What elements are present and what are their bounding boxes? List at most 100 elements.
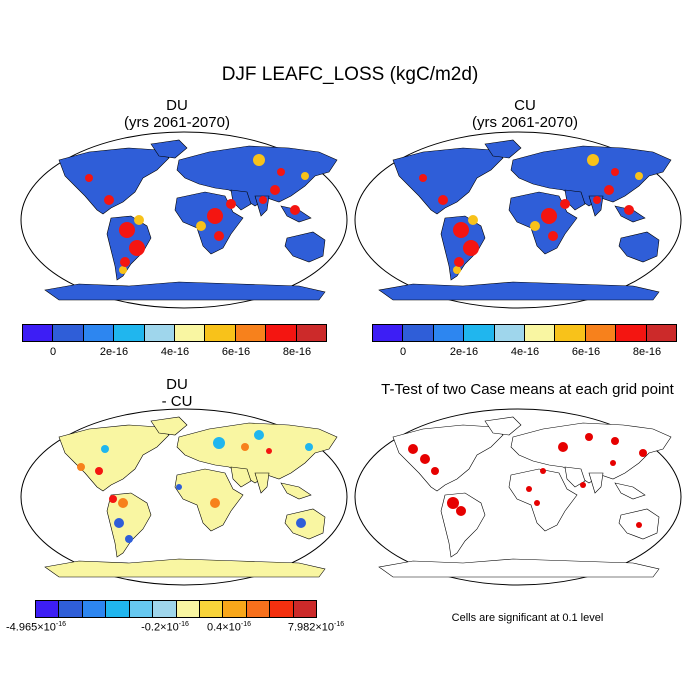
map-cell <box>611 437 619 445</box>
colorbar-swatch <box>270 601 294 617</box>
cu-title: CU <box>514 97 536 114</box>
india-landmass <box>254 472 270 494</box>
map-cell <box>114 518 124 528</box>
india-landmass <box>588 472 604 494</box>
ttest-title: T-Test of two Case means at each grid po… <box>381 381 674 398</box>
map-cell <box>134 215 144 225</box>
colorbar-swatch <box>464 325 495 341</box>
colorbar-swatch <box>53 325 84 341</box>
colorbar-swatch <box>646 325 677 341</box>
antarctica-landmass <box>44 558 326 578</box>
diff-tick-neg: -0.2×10-16 <box>141 621 189 634</box>
map-cell <box>635 172 643 180</box>
ttest-note: Cells are significant at 0.1 level <box>451 612 604 624</box>
map-cell <box>540 468 546 474</box>
du-subtitle: (yrs 2061-2070) <box>124 114 230 131</box>
map-cell <box>463 240 479 256</box>
colorbar-swatch <box>175 325 206 341</box>
southAmerica-landmass <box>106 492 152 558</box>
colorbar-swatch <box>235 325 267 341</box>
colorbar-swatch <box>403 325 434 341</box>
map-cell <box>447 497 459 509</box>
greenland-landmass <box>484 139 522 159</box>
diff-map <box>20 408 348 586</box>
northAmerica-landmass <box>392 147 504 215</box>
arabia-landmass <box>230 466 252 488</box>
map-cell <box>213 437 225 449</box>
map-cell <box>431 467 439 475</box>
colorbar-swatch <box>129 601 154 617</box>
colorbar-swatch <box>266 325 297 341</box>
colorbar-swatch <box>293 601 317 617</box>
greenland-landmass <box>150 139 188 159</box>
australia-landmass <box>618 231 660 263</box>
map-cell <box>419 174 427 182</box>
europeAsia-landmass <box>510 145 672 207</box>
seAsia-landmass <box>614 482 646 500</box>
antarctica-landmass <box>378 558 660 578</box>
map-cell <box>119 222 135 238</box>
map-cell <box>548 231 558 241</box>
cu-tick-label: 0 <box>399 346 407 358</box>
cu-tick-label: 8e-16 <box>632 346 662 358</box>
map-cell <box>541 208 557 224</box>
colorbar-swatch <box>246 601 271 617</box>
colorbar-swatch <box>585 325 617 341</box>
map-cell <box>120 257 130 267</box>
map-cell <box>639 449 647 457</box>
diff-tick-pos: 0.4×10-16 <box>206 621 252 634</box>
africa-landmass <box>508 468 578 532</box>
map-cell <box>580 482 586 488</box>
map-cell <box>125 535 133 543</box>
diff-title: DU <box>166 376 188 393</box>
cu-panel-title: CU (yrs 2061-2070) <box>425 97 625 131</box>
map-cell <box>254 430 264 440</box>
colorbar-swatch <box>82 601 107 617</box>
southAmerica-landmass <box>440 492 486 558</box>
africa-landmass <box>174 191 244 255</box>
colorbar-swatch <box>223 601 247 617</box>
map-cell <box>119 266 127 274</box>
du-map <box>20 131 348 309</box>
colorbar-swatch <box>525 325 556 341</box>
map-cell <box>241 443 249 451</box>
map-cell <box>636 522 642 528</box>
map-cell <box>85 174 93 182</box>
map-cell <box>207 208 223 224</box>
figure-title: DJF LEAFC_LOSS (kgC/m2d) <box>221 64 479 85</box>
colorbar-swatch <box>144 325 176 341</box>
map-cell <box>526 486 532 492</box>
colorbar-swatch <box>106 601 130 617</box>
du-tick-label: 6e-16 <box>221 346 251 358</box>
map-cell <box>214 231 224 241</box>
map-cell <box>270 185 280 195</box>
du-panel-title: DU (yrs 2061-2070) <box>77 97 277 131</box>
map-cell <box>210 498 220 508</box>
diff-colorbar <box>35 600 317 618</box>
cu-tick-label: 4e-16 <box>510 346 540 358</box>
map-cell <box>290 205 300 215</box>
map-cell <box>77 463 85 471</box>
map-cell <box>530 221 540 231</box>
colorbar-swatch <box>616 325 647 341</box>
colorbar-swatch <box>494 325 526 341</box>
map-cell <box>611 168 619 176</box>
map-cell <box>468 215 478 225</box>
colorbar-swatch <box>555 325 586 341</box>
map-cell <box>420 454 430 464</box>
map-cell <box>587 154 599 166</box>
map-cell <box>560 199 570 209</box>
map-cell <box>277 168 285 176</box>
colorbar-swatch <box>296 325 327 341</box>
du-tick-label: 4e-16 <box>160 346 190 358</box>
map-cell <box>296 518 306 528</box>
arabia-landmass <box>564 466 586 488</box>
diff-tick-max: 7.982×10-16 <box>287 621 345 634</box>
colorbar-swatch <box>199 601 224 617</box>
map-cell <box>226 199 236 209</box>
africa-landmass <box>508 191 578 255</box>
greenland-landmass <box>484 416 522 436</box>
map-cell <box>453 266 461 274</box>
map-cell <box>534 500 540 506</box>
europeAsia-landmass <box>510 422 672 484</box>
